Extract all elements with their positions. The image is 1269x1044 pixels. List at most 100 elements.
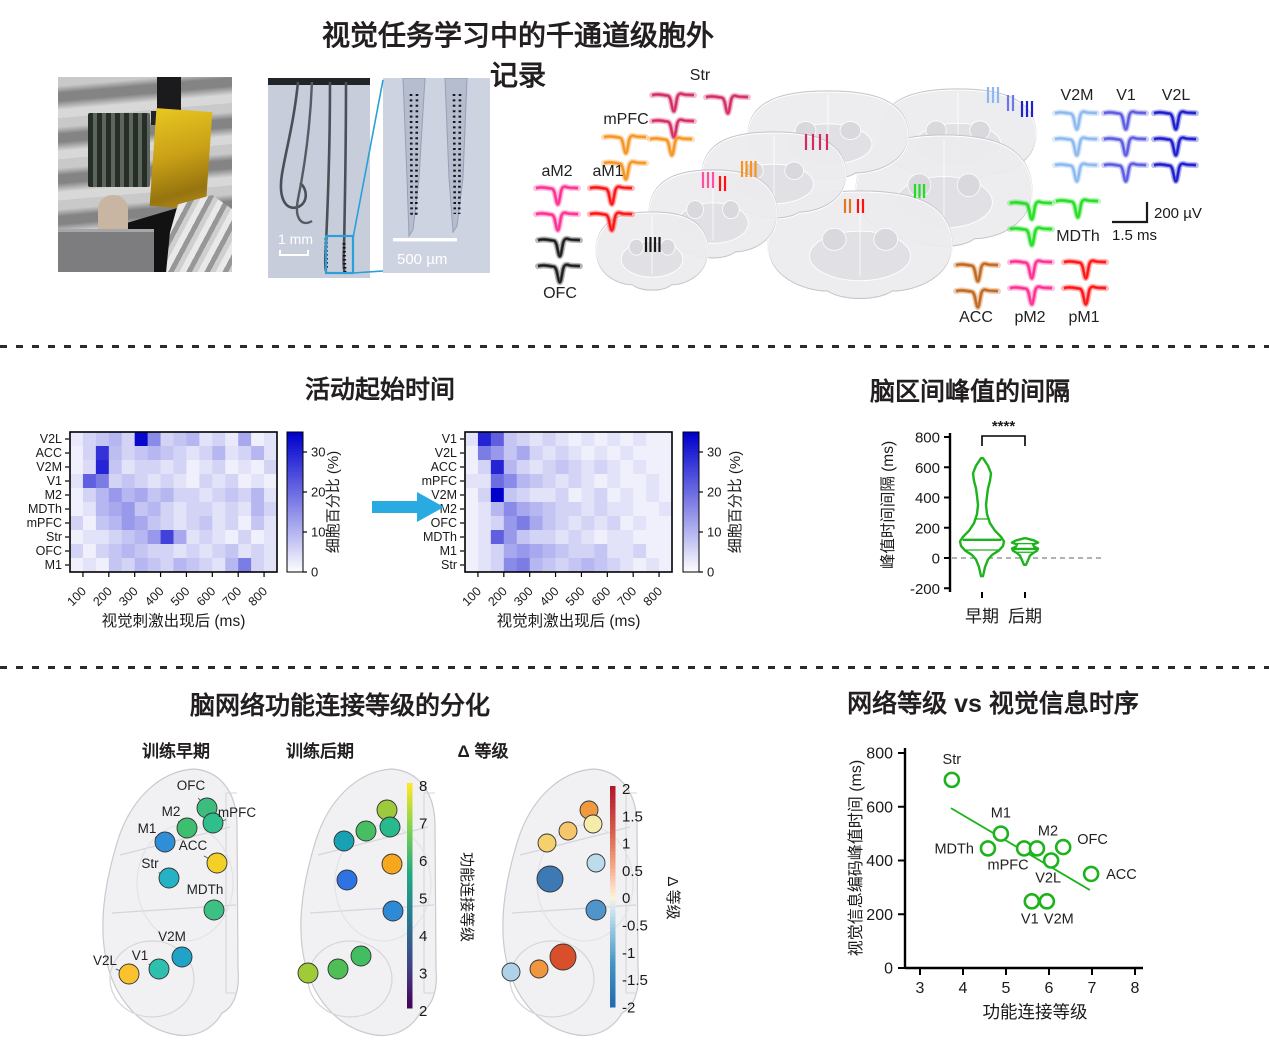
heatmap-cell — [173, 432, 187, 447]
heatmap-cell — [225, 446, 239, 461]
colorbar-strip — [683, 547, 699, 550]
heatmap-cell — [95, 530, 110, 545]
colorbar-strip — [683, 454, 699, 458]
point-label-V1: V1 — [1021, 911, 1039, 927]
colorbar-strip — [610, 1000, 616, 1005]
point-MDTh — [979, 840, 997, 857]
colorbar-strip — [407, 955, 413, 960]
slice-detail — [686, 200, 704, 220]
spike-waveform — [1101, 160, 1149, 185]
spike-core — [537, 263, 581, 284]
colorbar-border — [286, 431, 304, 573]
y-tick-label: -200 — [910, 581, 940, 598]
heatmap-cell — [108, 432, 123, 447]
colorbar-strip — [683, 522, 699, 525]
colorbar-strip — [287, 534, 303, 538]
node-label-MDTh: MDTh — [187, 882, 224, 897]
heatmap-cell — [555, 530, 569, 545]
heatmap-cell — [529, 474, 544, 489]
colorbar-strip — [610, 796, 616, 801]
heatmap-cell — [160, 502, 174, 517]
colorbar-strip — [683, 499, 699, 503]
point-label-ACC: ACC — [1106, 867, 1137, 883]
colorbar-strip — [407, 888, 413, 893]
colorbar-strip — [683, 564, 699, 568]
heatmap-cell — [134, 558, 149, 573]
colorbar-strip — [287, 507, 303, 510]
probe-tick-group — [701, 172, 715, 188]
heatmap-cell — [70, 460, 84, 475]
heatmap-cell — [199, 474, 213, 489]
heatmap-cell — [264, 432, 278, 447]
coronal-slice — [595, 211, 709, 292]
y-tick-label: 800 — [915, 430, 940, 447]
heatmap-cell — [490, 558, 505, 573]
violin-后期 — [1010, 537, 1040, 567]
heatmap-cell — [238, 446, 252, 461]
colorbar-tick-label: 10 — [707, 525, 721, 540]
colorbar-strip — [287, 524, 303, 528]
row-label-MDTh: MDTh — [28, 502, 62, 516]
y-tick-label: 400 — [866, 853, 893, 870]
heatmap-cell — [542, 432, 556, 447]
spike-core — [1054, 110, 1098, 131]
y-axis-label: 视觉信息编码峰值时间 (ms) — [847, 760, 865, 956]
heatmap-cell — [160, 516, 174, 531]
x-axis-label: 视觉刺激出现后 (ms) — [102, 612, 246, 630]
scalebar-voltage-label: 200 µV — [1154, 205, 1202, 222]
colorbar-strip — [407, 902, 413, 907]
heatmap-cell — [82, 488, 97, 503]
heatmap-cell — [212, 446, 226, 461]
colorbar-strip — [683, 447, 699, 450]
colorbar-strip — [287, 532, 303, 535]
point-label-Str: Str — [943, 752, 962, 768]
heatmap-cell — [251, 502, 265, 517]
heatmap-cell — [186, 530, 200, 545]
heatmap-cell — [147, 516, 161, 531]
colorbar-strip — [287, 474, 303, 478]
timing-title: 网络等级 vs 视觉信息时序 — [847, 690, 1139, 718]
colorbar-tick-label: 20 — [311, 485, 325, 500]
heatmap-cell — [516, 530, 531, 545]
node-V2M — [350, 945, 372, 967]
hierarchy-cb-tick: 4 — [419, 928, 427, 945]
colorbar-strip — [407, 976, 413, 981]
colorbar-strip — [287, 494, 303, 498]
heatmap-cell — [542, 488, 556, 503]
heatmap-cell — [121, 460, 136, 475]
x-tick-label: 800 — [641, 584, 666, 609]
colorbar-strip — [610, 955, 616, 960]
colorbar-strip — [287, 509, 303, 513]
heatmap-cell — [465, 474, 479, 489]
scalebar-1mm-label: 1 mm — [278, 231, 313, 247]
node-M1 — [154, 831, 176, 853]
inset-connector-line — [352, 79, 384, 239]
heatmap-cell — [620, 432, 634, 447]
colorbar-strip — [407, 807, 413, 812]
heatmap-cell — [186, 516, 200, 531]
heatmap-cell — [173, 474, 187, 489]
colorbar-strip — [683, 532, 699, 535]
spike-core — [1103, 110, 1147, 131]
spike-core — [537, 237, 581, 258]
colorbar-strip — [407, 839, 413, 844]
heatmap-cell — [529, 544, 544, 559]
heatmap-cell — [581, 544, 595, 559]
colorbar-strip — [407, 867, 413, 872]
heatmap-cell — [633, 530, 647, 545]
heatmap-cell — [646, 474, 660, 489]
heatmap-cell — [95, 488, 110, 503]
colorbar-strip — [610, 982, 616, 987]
colorbar-strip — [683, 492, 699, 495]
slice-detail — [659, 238, 676, 256]
point-M2 — [1028, 840, 1046, 857]
colorbar-strip — [610, 986, 616, 991]
heatmap-cell — [465, 502, 479, 517]
heatmap-cell — [529, 432, 544, 447]
spike-waveform — [703, 92, 751, 117]
node-label-V2M: V2M — [158, 929, 186, 944]
point-label-OFC: OFC — [1077, 832, 1108, 848]
x-tick-label: 800 — [246, 584, 271, 609]
spike-waveform — [649, 116, 697, 141]
